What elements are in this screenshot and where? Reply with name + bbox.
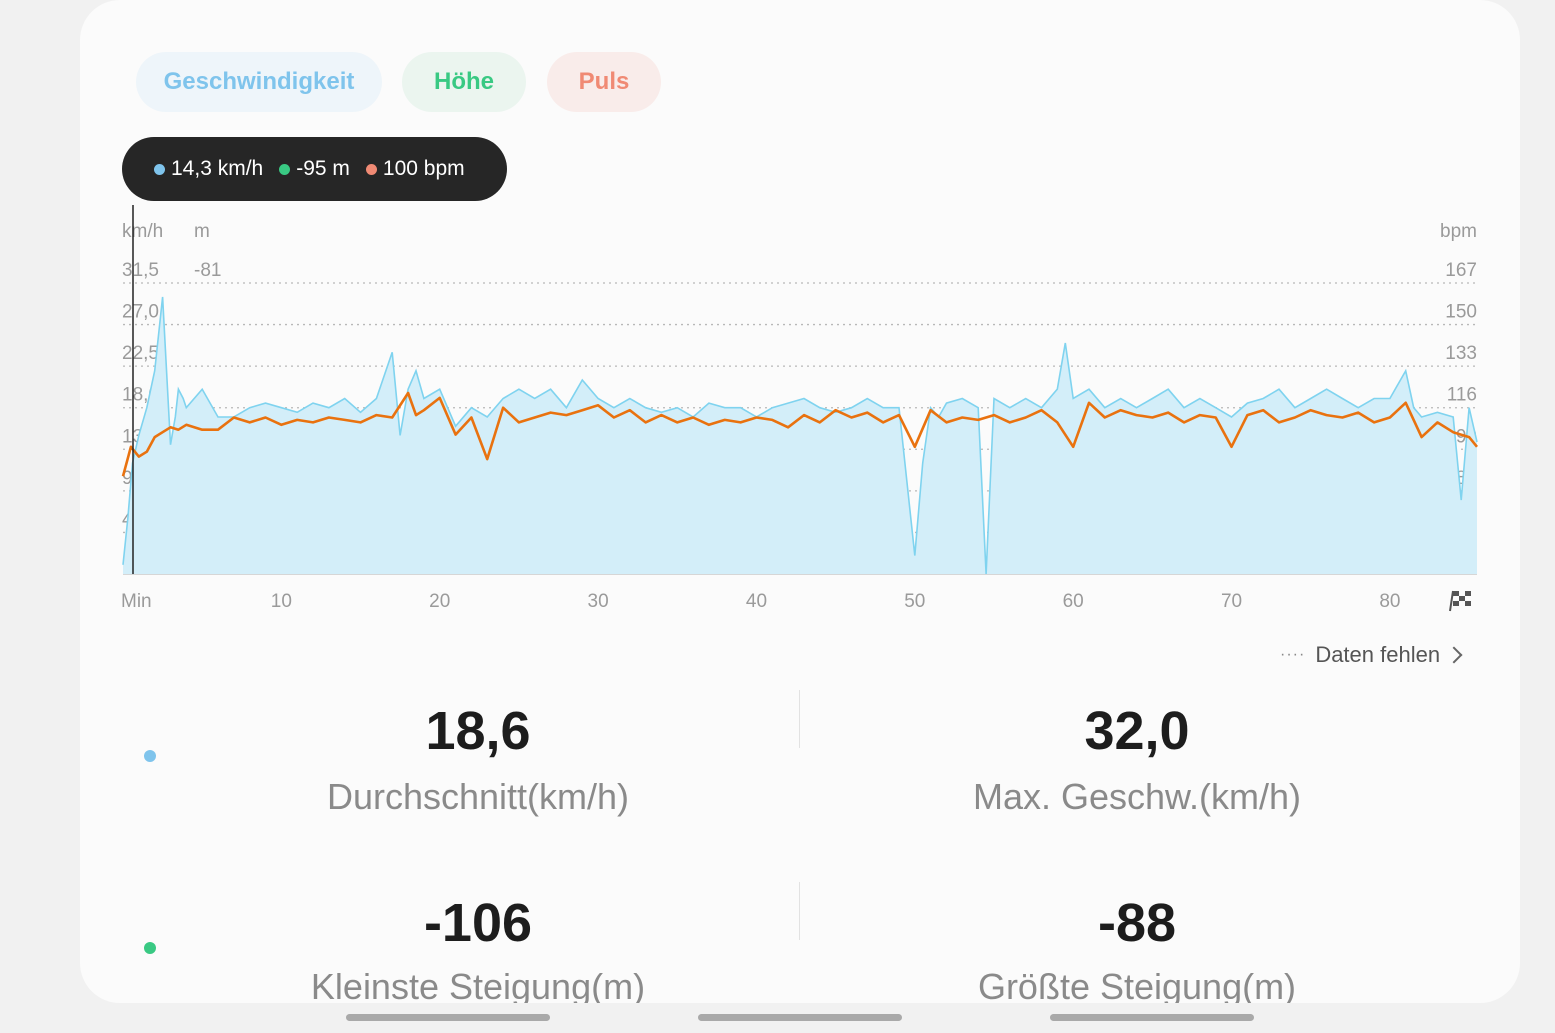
x-tick-label: 20: [429, 591, 450, 612]
chart-card: Geschwindigkeit Höhe Puls 14,3 km/h -95 …: [80, 0, 1520, 1003]
min-climb-value: -106: [423, 893, 533, 953]
bpm-tick-label: 150: [1445, 302, 1477, 323]
avg-speed-value: 18,6: [425, 701, 531, 761]
tab-height[interactable]: Höhe: [402, 52, 526, 112]
dotted-line-icon: ····: [1280, 646, 1306, 663]
tab-pulse[interactable]: Puls: [547, 52, 661, 112]
activity-chart[interactable]: km/hmbpm31,527,022,518,013,59,04,5-81167…: [80, 0, 1520, 640]
speed-dot-icon: [154, 163, 165, 175]
stat-divider: [799, 690, 800, 748]
tooltip-speed-value: 14,3 km/h: [171, 157, 264, 180]
x-tick-label: 60: [1063, 591, 1084, 612]
tooltip-height-value: -95 m: [296, 157, 350, 180]
missing-data-label: Daten fehlen: [1315, 642, 1441, 667]
speed-area: [123, 296, 1477, 574]
speed-tick-label: 27,0: [122, 302, 159, 323]
max-climb-value: -88: [1097, 893, 1177, 953]
speed-stat-dot-icon: [144, 750, 156, 762]
x-tick-label: 50: [904, 591, 925, 612]
speed-tick-label: 22,5: [122, 343, 159, 364]
pulse-dot-icon: [365, 163, 377, 175]
missing-data-link[interactable]: ···· Daten fehlen: [1280, 640, 1463, 670]
bpm-tick-label: 167: [1445, 260, 1477, 281]
nav-handle-right[interactable]: [1050, 1014, 1254, 1021]
stat-divider: [799, 882, 800, 940]
x-tick-label: 10: [271, 591, 292, 612]
max-speed-label: Max. Geschw.(km/h): [972, 776, 1302, 817]
chevron-right-icon: [1445, 646, 1463, 664]
bpm-unit-label: bpm: [1440, 221, 1477, 242]
tooltip-pulse-value: 100 bpm: [382, 157, 465, 180]
avg-speed-label: Durchschnitt(km/h): [326, 776, 630, 817]
finish-flag-icon: [1449, 590, 1471, 612]
x-tick-label: 40: [746, 591, 767, 612]
chart-tooltip: 14,3 km/h -95 m 100 bpm: [122, 137, 507, 201]
max-speed-value: 32,0: [1084, 701, 1190, 761]
tooltip-pulse: 100 bpm: [365, 157, 465, 181]
speed-unit-label: km/h: [122, 221, 163, 242]
max-climb-label: Größte Steigung(m): [977, 966, 1297, 1003]
x-tick-label: Min: [121, 591, 152, 612]
tooltip-speed: 14,3 km/h: [154, 157, 263, 181]
x-tick-label: 80: [1379, 591, 1400, 612]
pulse-line: [121, 391, 1479, 477]
speed-line: [122, 296, 1478, 575]
tab-speed[interactable]: Geschwindigkeit: [136, 52, 382, 112]
height-tick-label: -81: [194, 260, 221, 281]
x-tick-label: 30: [588, 591, 609, 612]
nav-handle-center[interactable]: [698, 1014, 902, 1021]
height-unit-label: m: [194, 221, 210, 242]
bpm-tick-label: 116: [1447, 385, 1477, 406]
nav-handle-left[interactable]: [346, 1014, 550, 1021]
x-tick-label: 70: [1221, 591, 1242, 612]
min-climb-label: Kleinste Steigung(m): [310, 966, 646, 1003]
tooltip-height: -95 m: [279, 157, 350, 181]
height-dot-icon: [279, 163, 291, 175]
height-stat-dot-icon: [144, 942, 156, 954]
bpm-tick-label: 133: [1445, 343, 1477, 364]
speed-tick-label: 31,5: [122, 260, 159, 281]
